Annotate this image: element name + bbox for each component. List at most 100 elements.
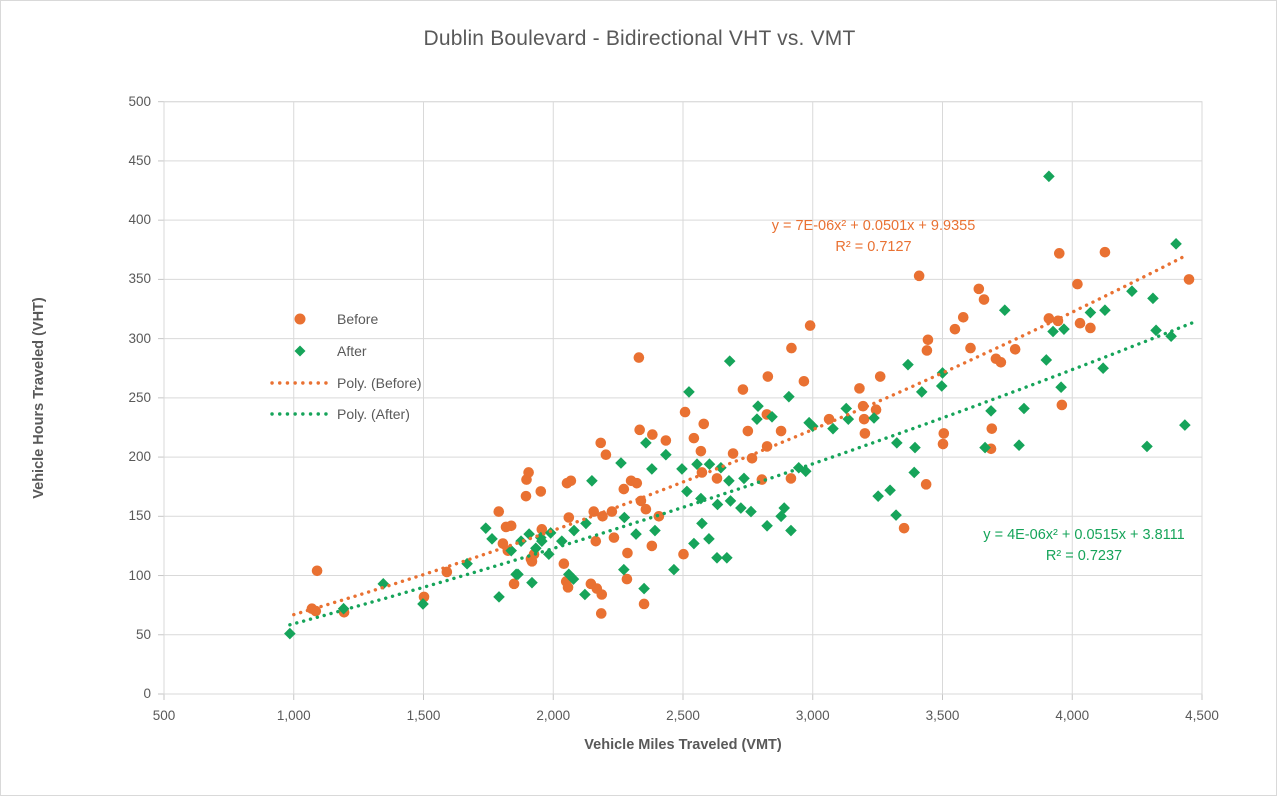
data-point-after — [660, 448, 672, 461]
data-point-after — [586, 474, 598, 487]
data-point-before — [565, 475, 577, 487]
legend-label: Before — [337, 311, 379, 327]
data-point-before — [858, 413, 870, 425]
data-point-after — [683, 386, 695, 398]
data-point-before — [737, 384, 749, 395]
data-point-after — [512, 568, 524, 581]
data-point-before — [711, 473, 723, 484]
data-point-after — [979, 441, 991, 454]
data-point-before — [920, 479, 932, 490]
data-point-before — [1056, 399, 1068, 411]
data-point-after — [1013, 439, 1025, 452]
data-point-before — [600, 449, 612, 461]
data-point-after — [778, 502, 791, 514]
data-point-before — [1043, 313, 1055, 324]
data-point-after — [696, 517, 708, 530]
data-point-after — [1084, 306, 1097, 319]
data-point-before — [1183, 274, 1195, 285]
data-point-before — [973, 283, 985, 295]
data-point-after — [530, 542, 542, 555]
data-point-before — [633, 352, 645, 363]
dotted-line-icon — [270, 381, 331, 385]
data-point-before — [957, 311, 969, 323]
data-point-before — [938, 428, 950, 439]
data-point-before — [1009, 343, 1021, 355]
r-squared-line: R² = 0.7127 — [835, 239, 912, 255]
data-point-before — [618, 483, 630, 495]
data-point-after — [1043, 170, 1055, 183]
data-point-after — [985, 405, 997, 417]
data-point-after — [417, 598, 429, 610]
data-point-after — [890, 509, 902, 521]
data-point-after — [1165, 330, 1177, 343]
data-point-before — [595, 608, 607, 619]
data-point-after — [618, 511, 631, 524]
data-point-before — [949, 323, 961, 335]
data-point-after — [681, 485, 693, 498]
data-point-before — [679, 406, 691, 418]
data-point-before — [311, 565, 323, 577]
data-point-after — [1126, 285, 1138, 298]
data-point-after — [935, 380, 948, 392]
data-point-before — [978, 294, 990, 305]
data-point-before — [986, 423, 998, 434]
data-point-after — [1018, 402, 1030, 415]
data-point-after — [580, 517, 592, 530]
data-point-after — [1040, 354, 1053, 366]
data-point-after — [891, 437, 903, 449]
legend-label: Poly. (Before) — [337, 375, 422, 391]
equation-line: y = 7E-06x² + 0.0501x + 9.9355 — [771, 218, 976, 234]
after-diamond-icon — [294, 345, 306, 357]
data-point-after — [998, 304, 1011, 316]
data-point-after — [827, 422, 839, 435]
x-tick-label: 500 — [152, 708, 176, 723]
y-tick-label: 200 — [128, 449, 151, 465]
data-point-before — [536, 524, 548, 535]
data-point-after — [1141, 440, 1153, 453]
data-point-after — [766, 411, 778, 423]
data-point-before — [418, 591, 430, 603]
data-point-after — [842, 413, 855, 425]
data-point-after — [695, 492, 707, 505]
data-point-after — [638, 582, 650, 595]
data-point-after — [936, 367, 949, 379]
data-point-after — [711, 551, 723, 564]
data-point-after — [1047, 325, 1059, 338]
data-point-before — [874, 371, 886, 382]
data-point-after — [1055, 381, 1067, 393]
data-point-after — [751, 413, 763, 425]
data-point-after — [646, 463, 658, 475]
data-point-after — [486, 533, 498, 545]
data-point-after — [711, 498, 724, 511]
after-trendline-equation: y = 4E-06x² + 0.0515x + 3.8111 R² = 0.72… — [959, 525, 1209, 567]
legend-label: After — [337, 343, 367, 359]
data-point-before — [965, 342, 976, 354]
data-point-before — [742, 425, 754, 437]
data-point-before — [590, 535, 602, 547]
data-point-before — [921, 345, 933, 356]
data-point-before — [1053, 248, 1065, 259]
legend-item-poly-after: Poly. (After) — [269, 403, 410, 425]
data-point-after — [505, 544, 518, 557]
data-point-before — [634, 424, 645, 436]
data-point-after — [284, 627, 296, 640]
x-tick-label: 2,500 — [666, 708, 700, 723]
y-tick-label: 250 — [128, 389, 151, 405]
data-point-before — [631, 477, 643, 489]
data-point-after — [723, 474, 735, 487]
data-point-after — [568, 524, 580, 537]
data-point-after — [556, 535, 568, 547]
data-point-after — [523, 528, 535, 540]
data-point-after — [493, 591, 505, 603]
data-point-before — [562, 582, 574, 593]
data-point-after — [1058, 323, 1070, 335]
data-point-before — [640, 503, 652, 515]
data-point-after — [691, 458, 703, 470]
y-tick-label: 100 — [128, 567, 151, 583]
data-point-before — [523, 467, 534, 478]
data-point-after — [868, 412, 880, 424]
data-point-after — [630, 528, 642, 540]
legend-item-before: Before — [269, 308, 378, 330]
